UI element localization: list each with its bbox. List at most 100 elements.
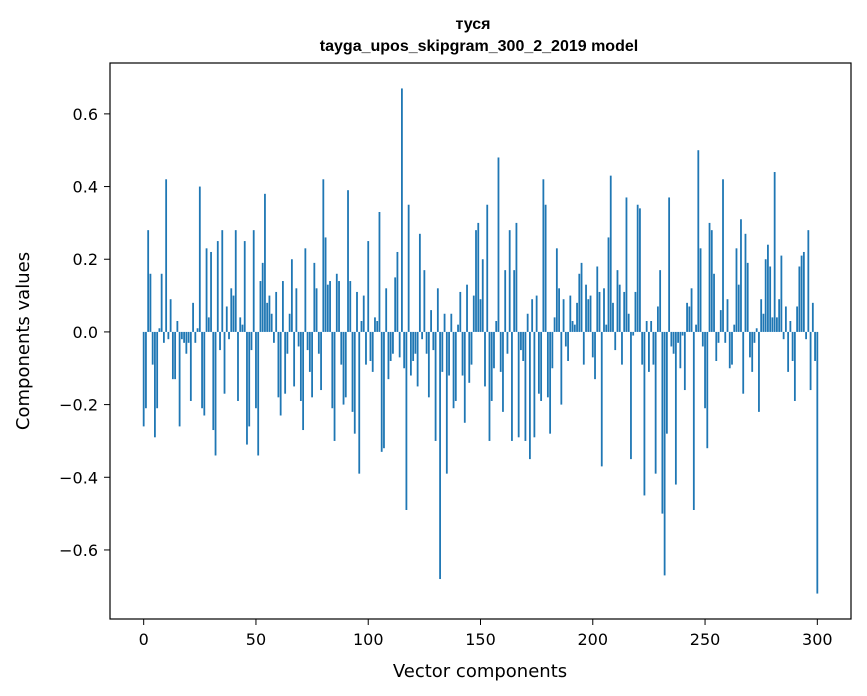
bar	[315, 288, 318, 332]
bar	[560, 331, 563, 405]
bar	[250, 331, 253, 351]
bar	[616, 270, 619, 332]
bar	[746, 262, 749, 332]
bar	[427, 331, 430, 398]
bar	[439, 331, 441, 580]
bar	[607, 237, 610, 332]
bar	[171, 331, 174, 380]
bar	[387, 331, 390, 380]
bar	[809, 331, 812, 391]
bar	[749, 331, 751, 358]
bar	[643, 331, 646, 496]
bar	[178, 331, 181, 427]
bar	[418, 233, 421, 332]
bar	[225, 306, 228, 332]
bar	[407, 204, 410, 332]
bar	[582, 331, 585, 365]
bar	[627, 313, 630, 332]
bar	[630, 331, 632, 460]
bar	[183, 331, 185, 343]
bar	[401, 88, 403, 332]
x-tick-label: 250	[690, 630, 721, 649]
bar	[329, 281, 331, 332]
bar	[342, 331, 345, 405]
bar	[376, 321, 379, 332]
bar	[740, 219, 742, 332]
bar	[715, 331, 718, 361]
bar	[758, 331, 760, 412]
bar	[665, 331, 668, 434]
bar	[286, 331, 289, 354]
bar	[762, 313, 765, 332]
bar	[194, 331, 197, 343]
bar	[661, 331, 664, 514]
bar	[299, 331, 302, 401]
bar	[508, 230, 511, 332]
bar	[526, 313, 529, 332]
bar	[306, 331, 309, 351]
bar	[154, 331, 156, 438]
bar	[679, 331, 682, 369]
bar	[430, 310, 432, 332]
bar	[347, 190, 349, 332]
bar	[468, 331, 471, 383]
bar	[515, 222, 518, 332]
bar	[151, 331, 154, 365]
bar	[540, 331, 543, 401]
bar	[165, 179, 168, 332]
bar	[686, 302, 688, 332]
bar	[571, 321, 574, 332]
bar	[461, 331, 464, 376]
bar	[733, 324, 736, 332]
bar	[674, 331, 677, 485]
bar	[641, 331, 644, 365]
bar	[353, 331, 356, 434]
bar	[811, 302, 814, 332]
bar	[634, 291, 637, 332]
bar	[147, 230, 150, 332]
bar	[252, 230, 255, 332]
bar	[744, 233, 747, 332]
bar	[495, 321, 498, 332]
bar	[219, 331, 221, 351]
bar	[506, 331, 509, 354]
bar	[648, 331, 650, 372]
bar	[234, 230, 237, 332]
bar	[302, 331, 305, 431]
bar	[356, 291, 358, 332]
bar	[396, 251, 399, 332]
bar	[524, 331, 527, 441]
bar	[383, 331, 385, 449]
bar	[362, 295, 365, 332]
bar	[333, 331, 336, 441]
bar	[731, 331, 733, 365]
bar	[681, 331, 684, 336]
chart-title: туся	[456, 16, 491, 33]
bar	[266, 302, 269, 332]
bar	[475, 230, 477, 332]
bar	[210, 251, 212, 332]
bar	[394, 277, 397, 332]
bar	[591, 331, 594, 358]
bar	[304, 248, 307, 332]
bar	[466, 284, 468, 332]
bar	[445, 331, 448, 474]
bar	[760, 299, 763, 332]
bar	[282, 281, 284, 332]
bar	[317, 331, 320, 354]
bar	[558, 288, 560, 332]
bar	[535, 295, 538, 332]
bar	[580, 262, 583, 332]
y-tick-label: −0.4	[59, 468, 98, 487]
bar	[697, 150, 700, 332]
bar	[499, 331, 502, 372]
bar	[416, 331, 419, 387]
bar	[228, 331, 230, 340]
bar	[398, 331, 401, 358]
bar	[149, 273, 152, 332]
bar	[322, 179, 325, 332]
bar	[378, 211, 381, 332]
bar	[585, 284, 587, 332]
bar	[279, 331, 282, 416]
